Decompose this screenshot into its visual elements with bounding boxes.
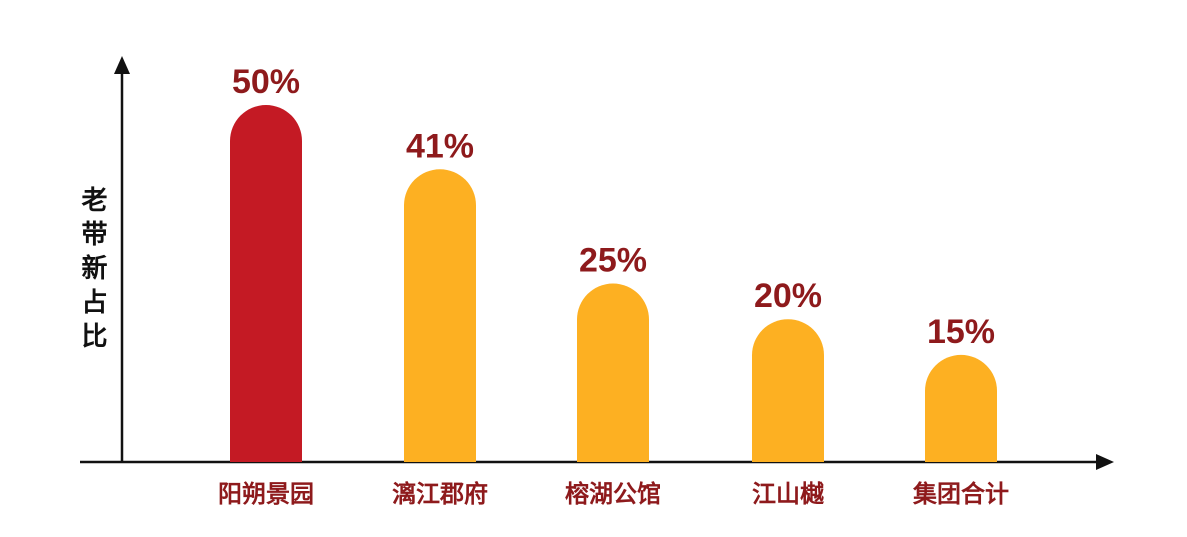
x-tick-label: 集团合计 (912, 480, 1009, 508)
data-label: 25% (579, 242, 647, 280)
y-axis-label: 老带新占比 (77, 186, 107, 356)
x-tick-label: 榕湖公馆 (565, 480, 661, 508)
data-label: 41% (406, 127, 474, 165)
x-axis-arrow (1096, 454, 1114, 470)
bar-4 (752, 319, 824, 462)
x-tick-label: 漓江郡府 (392, 480, 488, 508)
data-label: 50% (232, 63, 300, 101)
bar-2 (404, 169, 476, 462)
bar-5 (925, 354, 997, 462)
bar-3 (577, 283, 649, 462)
x-tick-label: 阳朔景园 (218, 480, 314, 508)
data-label: 15% (927, 313, 995, 351)
y-axis-arrow (114, 56, 130, 74)
x-tick-label: 江山樾 (752, 480, 825, 508)
data-label: 20% (754, 277, 822, 315)
bar-1 (230, 105, 302, 462)
